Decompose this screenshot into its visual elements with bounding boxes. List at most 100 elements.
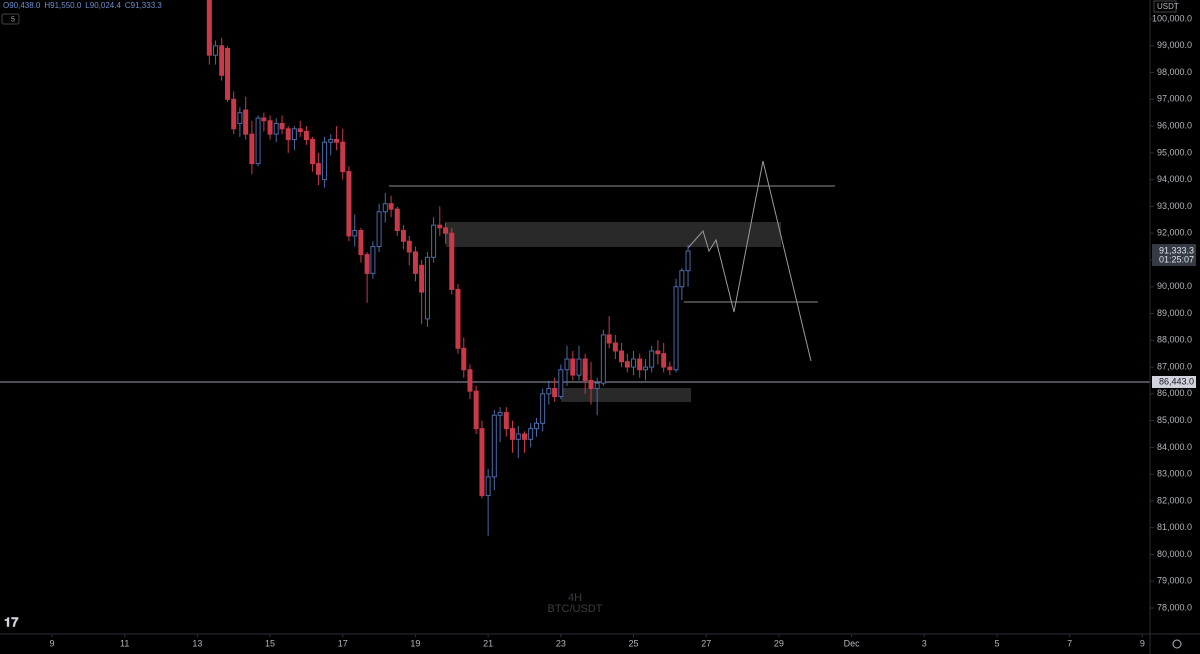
candle-body [631,358,637,368]
horizontal-line-label-box [1152,375,1196,388]
ohlc-value: C91,333.3 [125,1,162,10]
candle-body [564,358,570,371]
currency-box[interactable] [1153,0,1177,13]
candle-body [219,45,225,76]
projection-path [687,160,812,362]
y-tick-label: 90,000.0 [1157,281,1192,291]
y-tick-label: 89,000.0 [1157,308,1192,318]
x-tick-label: 27 [701,638,711,648]
candle-body [424,256,430,320]
candle-body [497,412,503,416]
candle-body [455,288,461,349]
candle-body [322,141,328,181]
y-tick-label: 95,000.0 [1157,147,1192,157]
candle-body [449,232,455,290]
plot-area [0,0,1150,536]
candle-body [303,130,309,140]
y-tick-label: 79,000.0 [1157,576,1192,586]
indicator-count[interactable]: 5 [11,16,15,23]
x-tick-label: 5 [994,638,999,648]
candle-body [619,350,625,363]
candle-body [249,133,255,165]
x-tick-label: 19 [410,638,420,648]
candle-body [328,138,334,143]
candle-body [485,476,491,497]
candle-body [206,0,212,56]
candle-body [624,361,630,368]
logo[interactable]: 𝟏𝟕 [4,614,19,629]
supply-zone [446,222,781,247]
candle-body [467,369,473,392]
x-tick-label: 7 [1067,638,1072,648]
candle-body [279,122,285,130]
x-tick-label: 15 [265,638,275,648]
candle-body [533,422,539,430]
candle-body [364,254,370,274]
x-tick-label: 17 [338,638,348,648]
candle-body [388,203,394,210]
candle-body [649,350,655,368]
candle-body [267,120,273,135]
ohlc-value: O90,438.0 [3,1,41,10]
y-tick-label: 94,000.0 [1157,174,1192,184]
watermark-interval: 4H [568,592,582,604]
candle-body [582,358,588,381]
candle-body [503,412,509,430]
candle-body [491,414,497,478]
x-tick-label: 23 [556,638,566,648]
x-tick-label: 25 [629,638,639,648]
candle-body [540,393,546,424]
candle-body [606,334,612,344]
candle-body [637,358,643,371]
candle-body [431,224,437,258]
candle-body [679,270,685,288]
candle-body [661,353,667,368]
candle-body [291,128,297,140]
x-tick-label: Dec [844,638,861,648]
y-tick-label: 84,000.0 [1157,442,1192,452]
candle-body [358,230,364,256]
countdown-label: 01:25:07 [1159,254,1194,264]
y-tick-label: 81,000.0 [1157,522,1192,532]
y-tick-label: 82,000.0 [1157,495,1192,505]
candle-body [310,138,316,165]
candle-body [509,428,515,440]
candle-body [461,347,467,371]
watermark-symbol: BTC/USDT [548,603,603,615]
candle-body [255,117,261,165]
candle-body [412,251,418,274]
demand-zone [561,388,691,402]
y-tick-label: 87,000.0 [1157,361,1192,371]
y-tick-label: 98,000.0 [1157,67,1192,77]
candle-body [521,433,527,440]
candle-body [594,382,600,389]
currency-label[interactable]: USDT [1157,2,1179,11]
y-tick-label: 97,000.0 [1157,94,1192,104]
candle-body [479,428,485,497]
x-tick-label: 21 [483,638,493,648]
candle-body [243,109,249,135]
y-tick-label: 88,000.0 [1157,335,1192,345]
candle-body [315,163,321,175]
candle-body [546,387,552,395]
y-tick-label: 85,000.0 [1157,415,1192,425]
indicator-toggle[interactable] [1,13,20,25]
candle-body [346,171,352,237]
candle-body [419,264,425,293]
candle-body [552,387,558,398]
x-tick-label: 13 [192,638,202,648]
settings-icon[interactable] [1172,639,1182,649]
candle-body [473,390,479,430]
y-tick-label: 92,000.0 [1157,228,1192,238]
candle-body [237,112,243,124]
candle-body [261,117,267,122]
candle-body [352,230,358,237]
candle-body [600,334,606,384]
candle-body [273,122,279,135]
candle-body [394,208,400,232]
y-tick-label: 83,000.0 [1157,469,1192,479]
candle-body [570,358,576,376]
candle-body [382,203,388,213]
candle-body [225,47,231,100]
